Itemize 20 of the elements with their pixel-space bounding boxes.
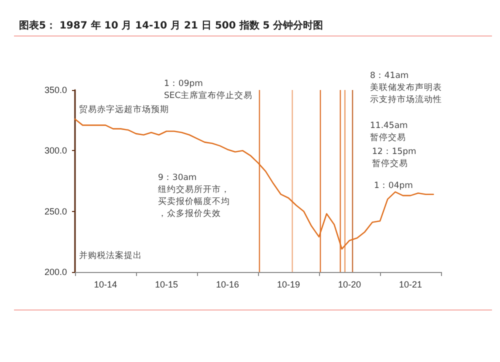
y-tick-label: 200.0: [44, 267, 67, 277]
chart-title: 图表5： 1987 年 10 月 14-10 月 21 日 500 指数 5 分钟分时图: [19, 20, 324, 32]
annotation: 9：30am 纽约交易所开市，买卖报价幅度不均，众多报价失效: [158, 173, 230, 219]
x-tick-label: 10-14: [94, 280, 118, 290]
x-tick-label: 10-21: [398, 280, 422, 290]
x-tick-label: 10-16: [216, 280, 240, 290]
annotation: 贸易赤字远超市场预期: [79, 104, 169, 115]
annotation: 1：09pm SEC主席宣布停止交易: [164, 79, 253, 101]
y-tick-label: 250.0: [44, 206, 67, 216]
y-tick-label: 350.0: [44, 85, 67, 95]
annotation: 8：41am 美联储发布声明表示支持市场流动性: [370, 71, 442, 105]
annotation: 1：04pm: [374, 181, 413, 191]
line-series: [74, 118, 434, 250]
x-tick-label: 10-20: [338, 280, 362, 290]
x-tick-label: 10-15: [154, 280, 178, 290]
annotation: 11.45am 暂停交易: [370, 121, 408, 143]
x-tick-label: 10-19: [276, 280, 300, 290]
y-tick-label: 300.0: [44, 146, 67, 156]
annotation: 12：15pm 暂停交易: [372, 147, 416, 169]
annotation: 并购税法案提出: [79, 250, 142, 261]
